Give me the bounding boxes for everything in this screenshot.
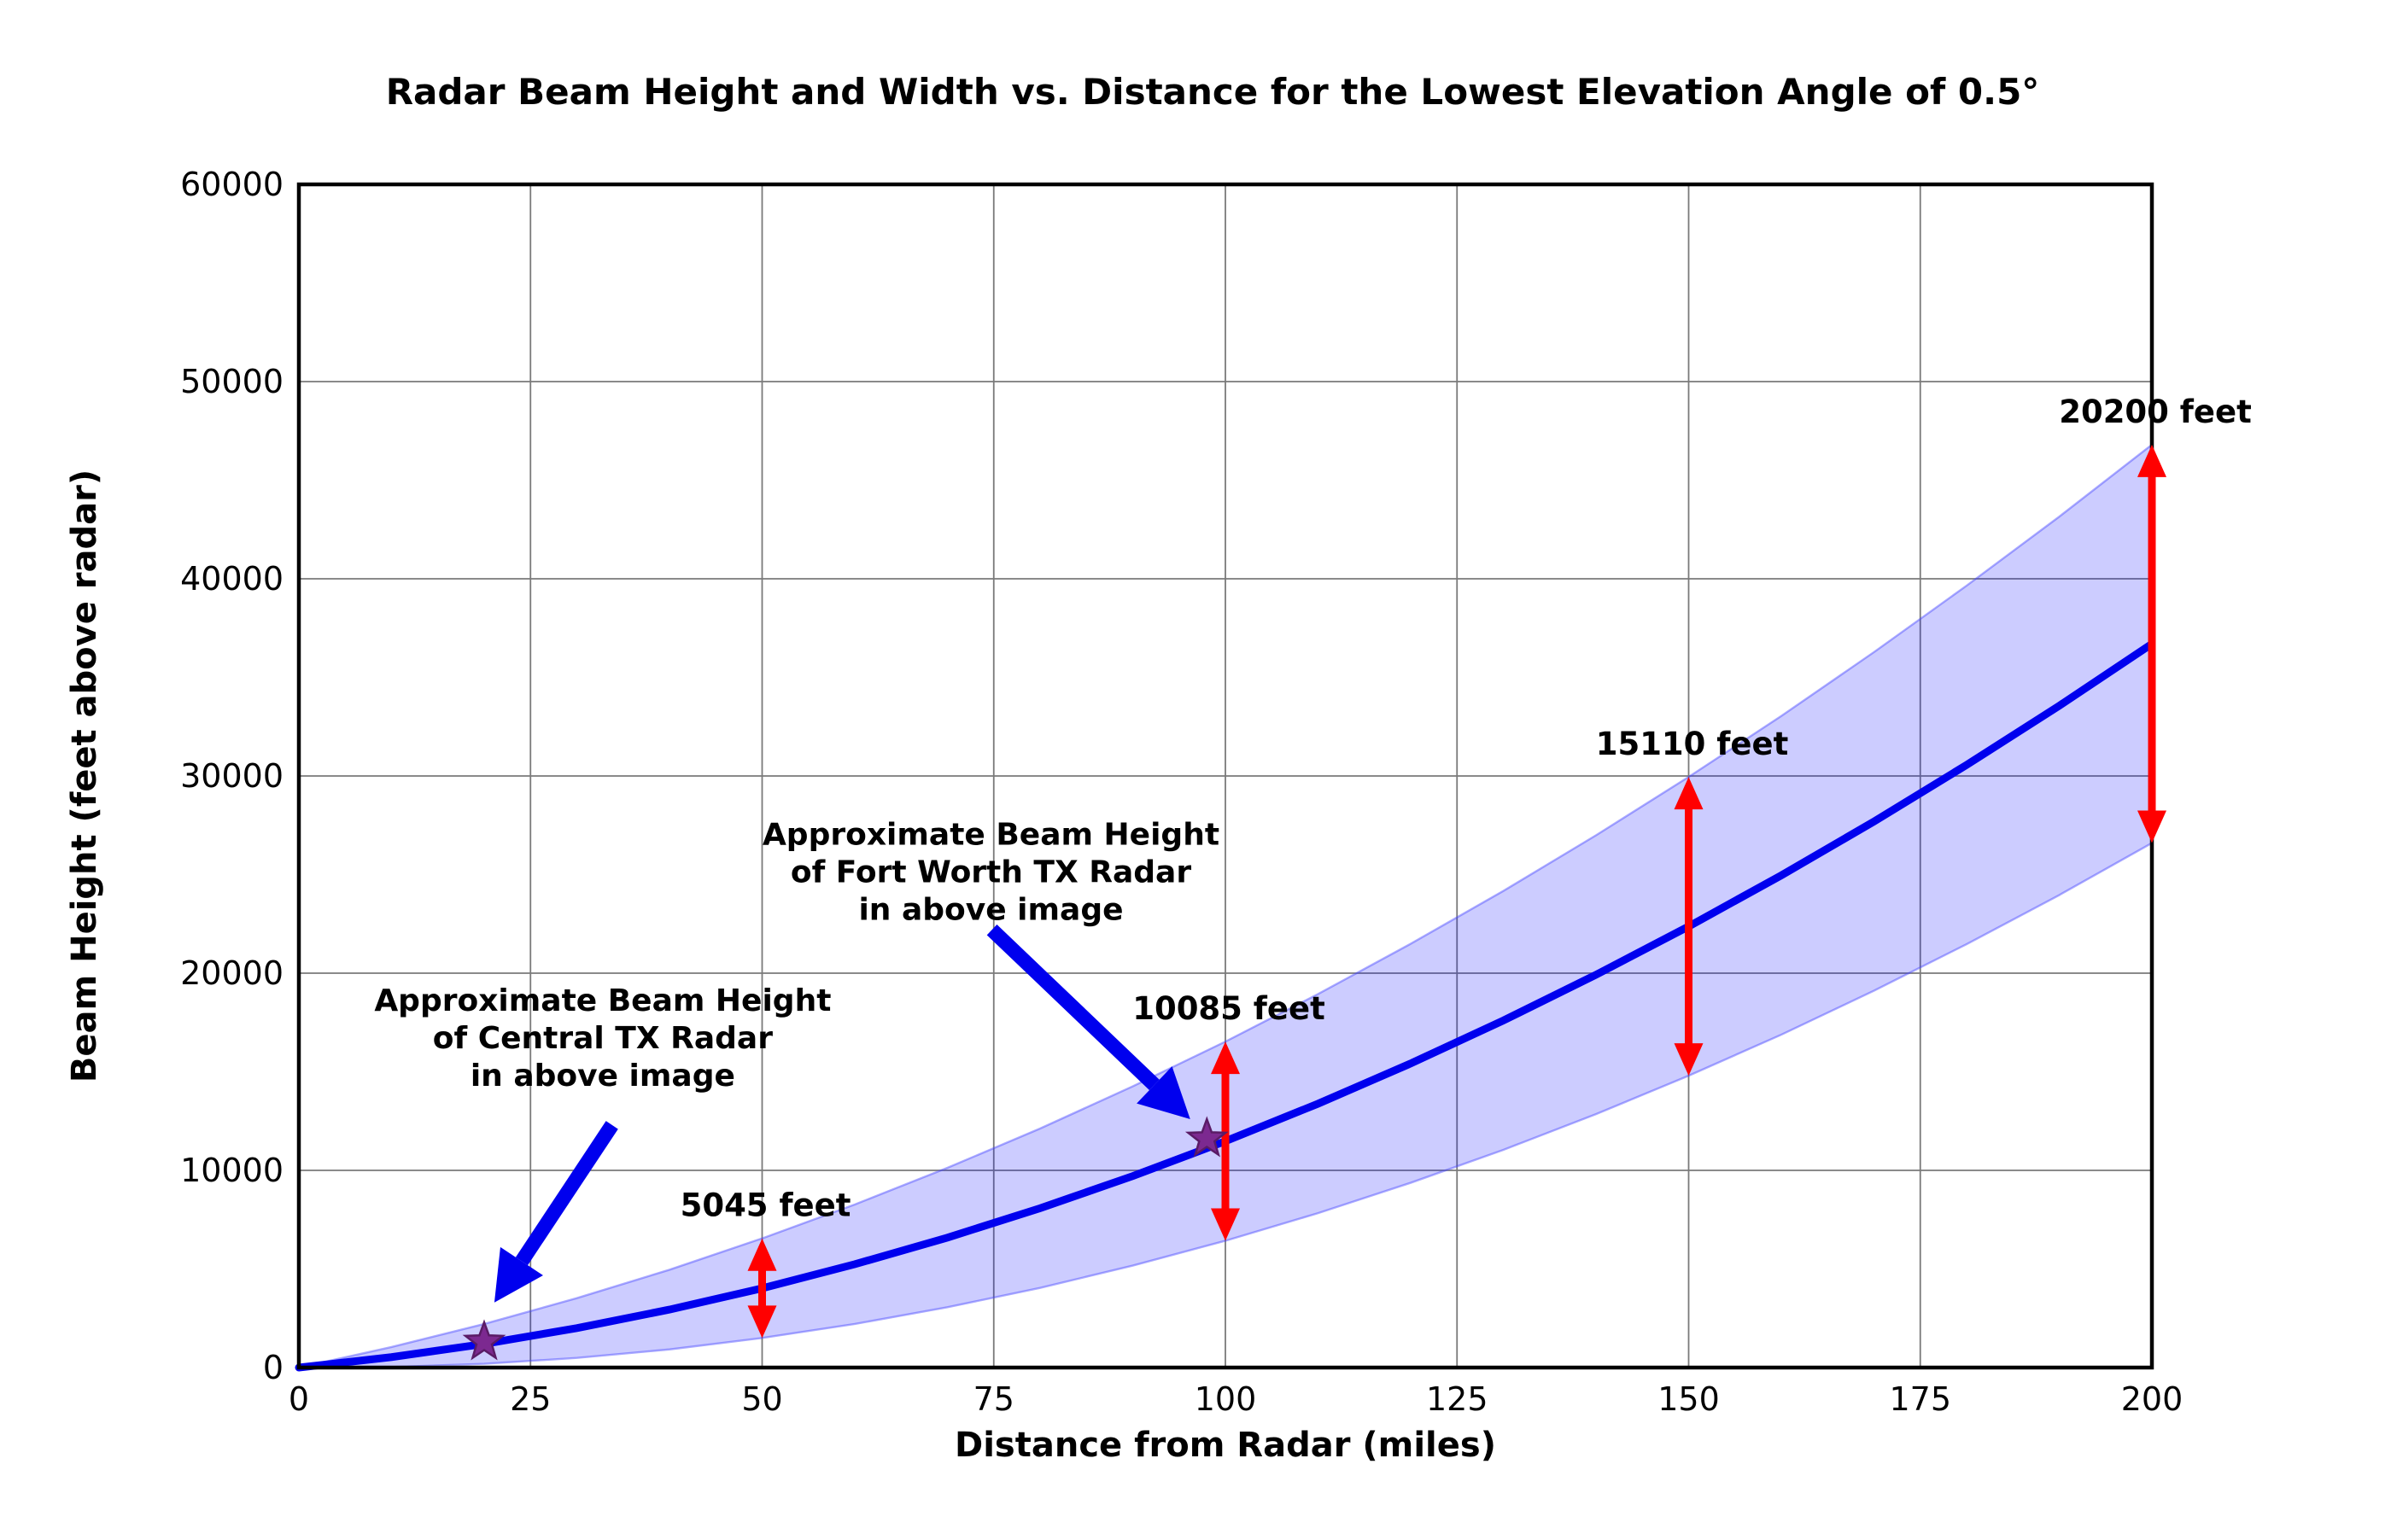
x-tick-label-100: 100	[1195, 1380, 1257, 1418]
callout-arrowhead-icon	[494, 1246, 543, 1303]
y-tick-label-30000: 30000	[180, 757, 284, 795]
width-arrow-100	[1211, 1041, 1240, 1241]
arrowhead-up-icon	[2137, 444, 2166, 477]
arrowhead-up-icon	[1674, 777, 1704, 810]
callout-arrow-shaft	[986, 925, 1160, 1091]
y-tick-label-20000: 20000	[180, 954, 284, 992]
y-axis-label: Beam Height (feet above radar)	[65, 470, 104, 1082]
y-tick-label-60000: 60000	[180, 166, 284, 203]
y-tick-label-50000: 50000	[180, 363, 284, 400]
central-tx-radar-star	[462, 1319, 506, 1361]
callout-fort-worth-tx-line-1: of Fort Worth TX Radar	[791, 855, 1191, 890]
width-arrow-200	[2137, 444, 2166, 843]
callout-central-tx-line-1: of Central TX Radar	[433, 1021, 773, 1056]
arrowhead-up-icon	[747, 1238, 777, 1271]
callout-arrow-central-tx	[494, 1121, 618, 1303]
width-label-150: 15110 feet	[1596, 726, 1789, 762]
callout-central-tx-line-0: Approximate Beam Height	[374, 983, 831, 1018]
y-tick-label-10000: 10000	[180, 1152, 284, 1189]
chart-title: Radar Beam Height and Width vs. Distance…	[386, 71, 2040, 113]
arrowhead-down-icon	[747, 1305, 777, 1339]
width-arrow-50	[747, 1238, 777, 1339]
arrowhead-down-icon	[1211, 1208, 1240, 1241]
fort-worth-tx-radar-star	[1184, 1116, 1229, 1158]
arrowhead-down-icon	[2137, 810, 2166, 843]
plot-area: 5045 feet 10085 feet 15110 feet 20200 feet A…	[180, 166, 2252, 1418]
callout-fort-worth-tx-line-2: in above image	[858, 893, 1123, 928]
x-axis-label: Distance from Radar (miles)	[955, 1426, 1496, 1465]
x-tick-label-125: 125	[1426, 1380, 1488, 1418]
arrowhead-up-icon	[1211, 1041, 1240, 1075]
callout-arrow-shaft	[515, 1121, 618, 1266]
arrowhead-down-icon	[1674, 1043, 1704, 1076]
width-label-100: 10085 feet	[1132, 990, 1325, 1027]
x-tick-label-0: 0	[289, 1380, 309, 1418]
x-tick-label-200: 200	[2121, 1380, 2183, 1418]
callout-central-tx-line-2: in above image	[471, 1059, 735, 1094]
y-tick-label-0: 0	[263, 1349, 284, 1386]
x-tick-label-75: 75	[973, 1380, 1014, 1418]
width-label-200: 20200 feet	[2059, 394, 2252, 430]
width-label-50: 5045 feet	[681, 1187, 851, 1224]
callout-arrow-fort-worth-tx	[986, 925, 1190, 1119]
x-tick-label-150: 150	[1657, 1380, 1720, 1418]
x-tick-label-175: 175	[1889, 1380, 1951, 1418]
x-tick-label-25: 25	[510, 1380, 551, 1418]
callout-fort-worth-tx-line-0: Approximate Beam Height	[763, 818, 1219, 853]
x-tick-label-50: 50	[741, 1380, 782, 1418]
width-arrow-150	[1674, 777, 1704, 1076]
y-tick-label-40000: 40000	[180, 560, 284, 598]
callout-arrowhead-icon	[1137, 1066, 1190, 1119]
